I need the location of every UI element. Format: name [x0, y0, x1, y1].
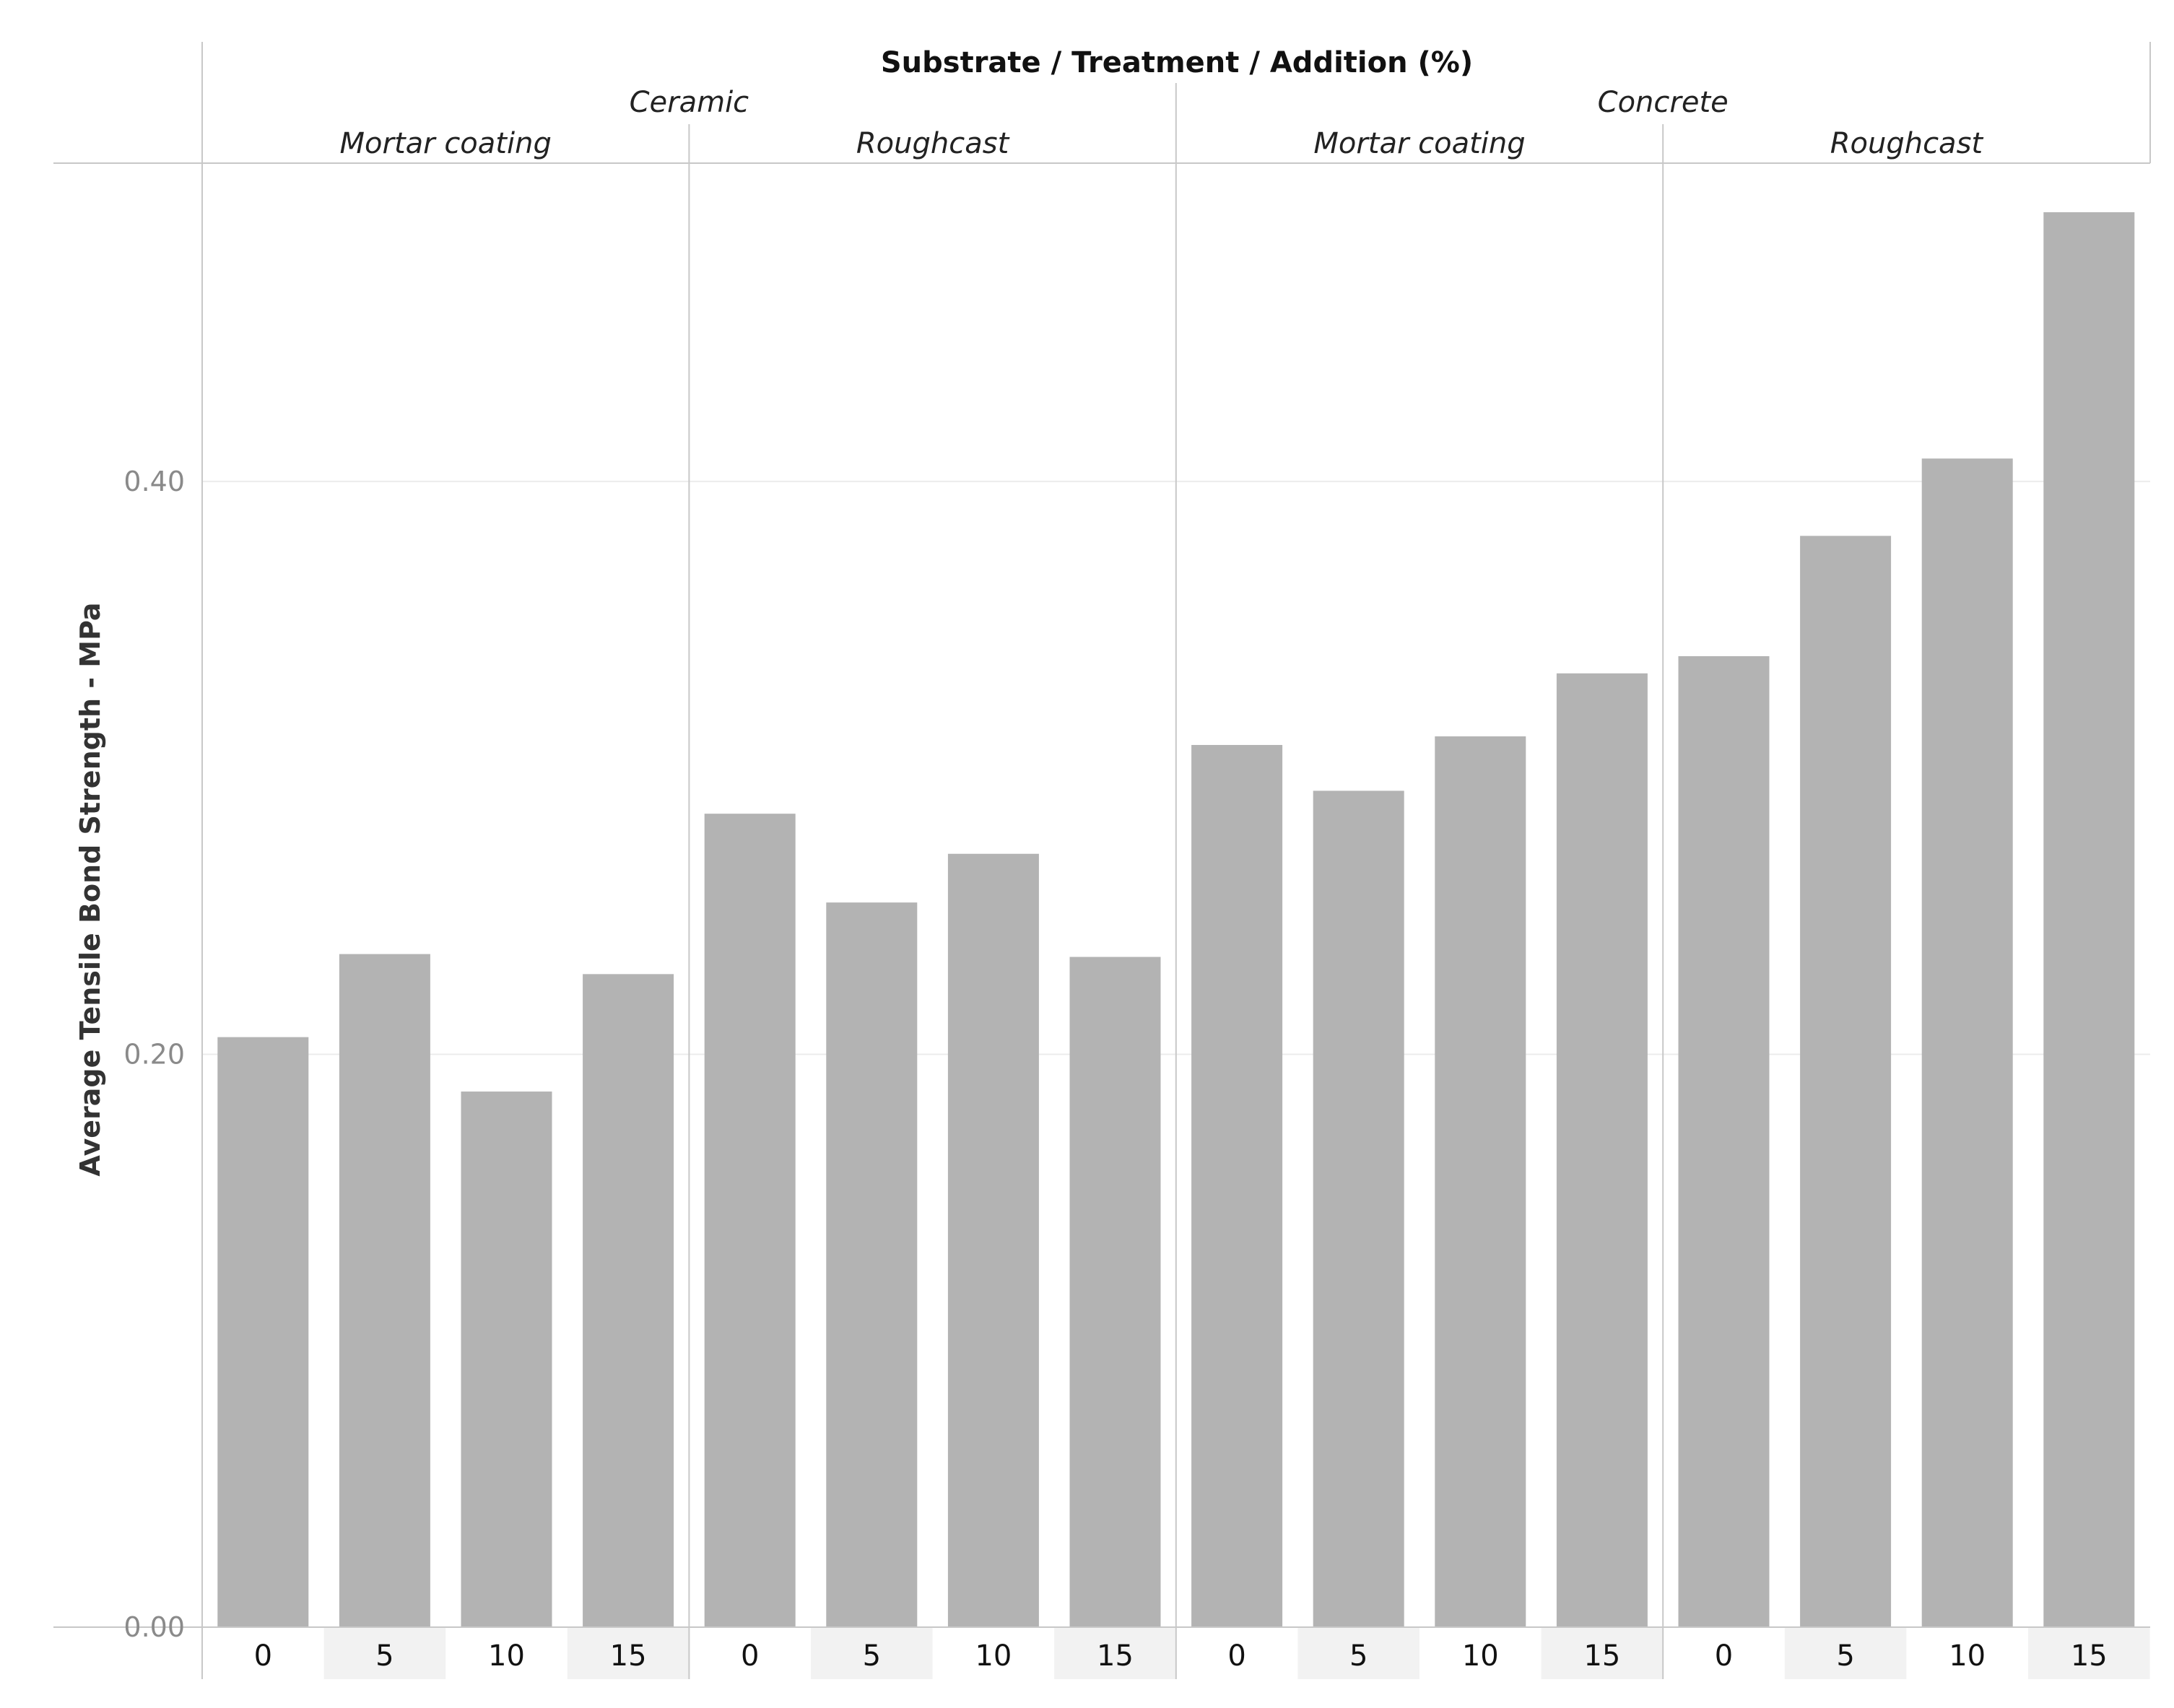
x-tick-label: 15	[1583, 1639, 1620, 1673]
x-tick-label: 10	[488, 1639, 525, 1673]
substrate-label: Ceramic	[630, 86, 749, 119]
treatment-label: Mortar coating	[340, 127, 552, 160]
treatment-label: Roughcast	[856, 127, 1010, 160]
x-tick-label: 5	[1349, 1639, 1368, 1673]
treatment-label: Mortar coating	[1313, 127, 1525, 160]
substrate-label: Concrete	[1598, 86, 1729, 119]
bar	[339, 954, 430, 1627]
x-tick-bands	[323, 1627, 2150, 1679]
x-tick-label: 5	[863, 1639, 881, 1673]
chart-title: Substrate / Treatment / Addition (%)	[881, 46, 1473, 79]
x-tick-band	[811, 1627, 933, 1679]
x-tick-band	[2028, 1627, 2150, 1679]
x-tick-label: 15	[1097, 1639, 1134, 1673]
x-tick-label: 15	[610, 1639, 647, 1673]
y-axis-ticks: 0.00 0.20 0.40	[123, 466, 185, 1643]
x-tick-label: 15	[2071, 1639, 2108, 1673]
bar	[1069, 957, 1161, 1627]
y-axis-label: Average Tensile Bond Strength - MPa	[74, 602, 106, 1176]
bar	[1313, 790, 1404, 1627]
bar	[1191, 744, 1283, 1627]
treatment-label: Roughcast	[1830, 127, 1984, 160]
x-tick-label: 0	[741, 1639, 759, 1673]
x-tick-label: 0	[1715, 1639, 1733, 1673]
chart-frame	[53, 42, 2151, 1679]
x-tick-label: 10	[1462, 1639, 1499, 1673]
x-tick-label: 0	[1227, 1639, 1245, 1673]
bar	[1556, 673, 1648, 1627]
x-tick-label: 10	[975, 1639, 1012, 1673]
x-tick-label: 0	[254, 1639, 272, 1673]
x-tick-label: 5	[375, 1639, 394, 1673]
y-tick-label: 0.20	[123, 1038, 185, 1070]
x-tick-band	[567, 1627, 690, 1679]
bar	[461, 1092, 552, 1627]
bar	[1678, 655, 1770, 1628]
x-tick-band	[323, 1627, 446, 1679]
bar	[2043, 212, 2135, 1628]
bar	[1921, 458, 2013, 1627]
bar	[947, 853, 1039, 1627]
x-tick-band	[1054, 1627, 1176, 1679]
bar	[1435, 736, 1526, 1628]
bar	[217, 1037, 309, 1627]
y-tick-label: 0.40	[123, 466, 185, 497]
y-tick-label: 0.00	[123, 1611, 185, 1643]
group-headers: Ceramic Mortar coating Roughcast Concrete Mo…	[340, 86, 1984, 160]
x-tick-label: 5	[1836, 1639, 1854, 1673]
x-tick-band	[1784, 1627, 1907, 1679]
bar	[826, 902, 918, 1627]
x-tick-band	[1541, 1627, 1664, 1679]
x-axis-ticks: 0 5 10 15 0 5 10 15 0 5 10 15 0 5 10 15	[254, 1639, 2108, 1673]
x-tick-band	[1297, 1627, 1419, 1679]
bar	[583, 974, 674, 1627]
bar	[1800, 536, 1892, 1627]
bar	[704, 814, 796, 1627]
x-tick-label: 10	[1949, 1639, 1986, 1673]
bars	[217, 212, 2135, 1628]
